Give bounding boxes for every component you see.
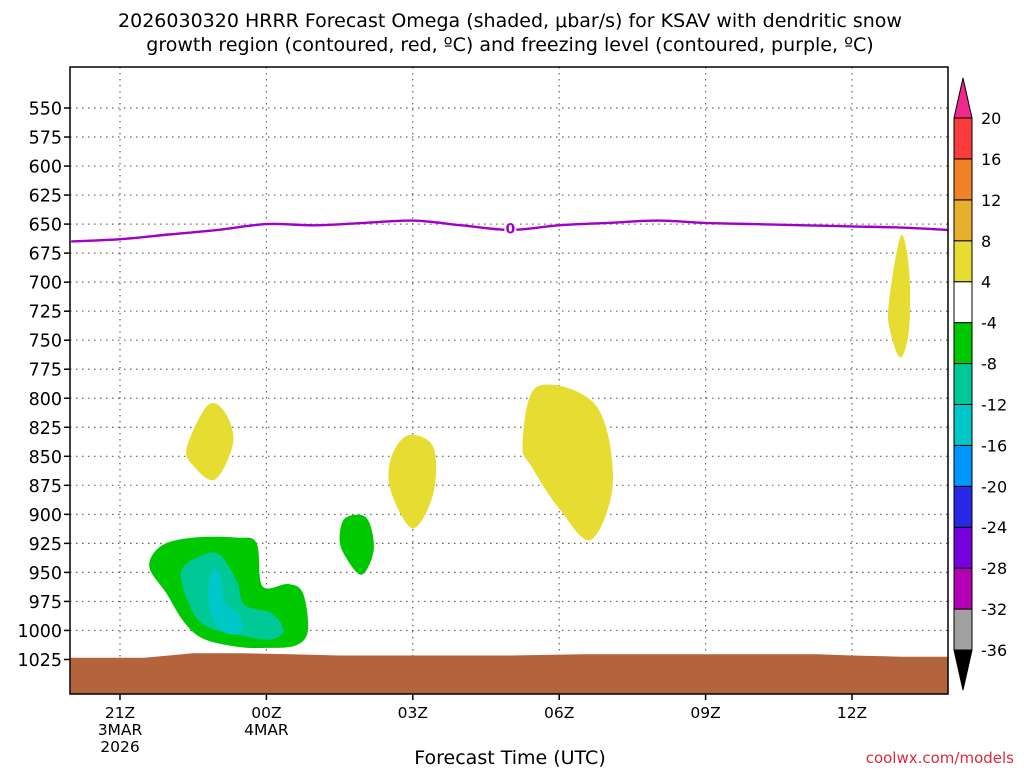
x-tick-label: 00Z — [251, 704, 281, 722]
colorbar-label: -4 — [981, 314, 997, 333]
ground-surface — [70, 653, 949, 695]
y-tick-label: 950 — [29, 564, 62, 584]
x-tick-label: 06Z — [544, 704, 574, 722]
colorbar-segment — [953, 444, 973, 487]
colorbar-label: 16 — [981, 150, 1001, 169]
y-tick-label: 575 — [29, 129, 62, 149]
y-tick-label: 650 — [29, 216, 62, 236]
x-tick-label: 12Z — [837, 704, 867, 722]
grid-layer — [70, 67, 948, 694]
colorbar-segment — [953, 363, 973, 405]
colorbar-label: -24 — [981, 518, 1007, 537]
colorbar-label: 20 — [981, 109, 1001, 128]
chart-title-line1: 2026030320 HRRR Forecast Omega (shaded, … — [118, 10, 902, 32]
yellow-region-1 — [186, 402, 234, 481]
y-tick-label: 600 — [29, 158, 62, 178]
y-tick-label: 700 — [29, 274, 62, 294]
colorbar-segment — [953, 199, 973, 242]
y-tick-label: 750 — [29, 332, 62, 352]
yellow-region-2 — [388, 434, 437, 529]
x-tick-label: 21Z — [105, 704, 135, 722]
colorbar-over-triangle — [953, 77, 973, 119]
colorbar-segment — [953, 403, 973, 446]
y-tick-label: 675 — [29, 245, 62, 265]
x-tick-label: 09Z — [690, 704, 720, 722]
plot-frame — [69, 66, 949, 695]
y-tick-label: 850 — [29, 448, 62, 468]
colorbar-segment — [953, 526, 973, 569]
y-tick-label: 775 — [29, 361, 62, 381]
yellow-region-4 — [888, 234, 911, 358]
y-axis: 550 575 600 625 650 675 700 725 750 775 800 825 850 8… — [17, 100, 70, 671]
y-tick-label: 550 — [29, 100, 62, 120]
colorbar-under-triangle — [953, 649, 973, 691]
x-tick-label: 4MAR — [244, 721, 289, 739]
teal-region-1 — [180, 552, 284, 640]
y-tick-label: 925 — [29, 535, 62, 555]
y-tick-label: 875 — [29, 477, 62, 497]
colorbar-segment — [953, 117, 973, 160]
x-axis-title: Forecast Time (UTC) — [414, 747, 605, 768]
yellow-region-3 — [522, 384, 613, 541]
colorbar-label: 8 — [981, 232, 991, 251]
colorbar-segment — [953, 158, 973, 201]
y-tick-label: 625 — [29, 187, 62, 207]
colorbar-label: -32 — [981, 600, 1007, 619]
chart-title-line2: growth region (contoured, red, ºC) and f… — [146, 34, 873, 56]
colorbar-segment — [953, 281, 973, 324]
colorbar: 20 16 12 8 4 -4 -8 -12 -16 -20 -24 -28 -32 -36 — [953, 77, 1007, 691]
colorbar-segment — [953, 240, 973, 283]
y-tick-label: 800 — [29, 390, 62, 410]
x-tick-label: 03Z — [398, 704, 428, 722]
x-tick-label: 2026 — [100, 738, 139, 756]
colorbar-label: 12 — [981, 191, 1001, 210]
y-tick-label: 900 — [29, 506, 62, 526]
y-tick-label: 975 — [29, 593, 62, 613]
freezing-level-layer: 0 — [71, 219, 949, 243]
credit-text: coolwx.com/models — [866, 749, 1014, 767]
y-tick-label: 825 — [29, 419, 62, 439]
colorbar-label: -28 — [981, 559, 1007, 578]
freezing-level-label: 0 — [506, 222, 516, 238]
omega-shading-layer — [149, 234, 911, 649]
y-tick-label: 725 — [29, 303, 62, 323]
green-region-2 — [339, 514, 374, 575]
y-tick-label: 1000 — [17, 622, 62, 642]
colorbar-label: -8 — [981, 355, 997, 374]
colorbar-segment — [953, 322, 973, 365]
y-tick-label: 1025 — [17, 651, 62, 671]
x-tick-label: 3MAR — [98, 721, 143, 739]
freezing-level-label-bg — [504, 219, 517, 235]
colorbar-label: 4 — [981, 273, 991, 292]
colorbar-label: -36 — [981, 641, 1007, 660]
colorbar-segment — [953, 567, 973, 610]
colorbar-label: -16 — [981, 436, 1007, 455]
cyan-region-1 — [207, 568, 244, 635]
colorbar-label: -12 — [981, 395, 1007, 414]
colorbar-label: -20 — [981, 477, 1007, 496]
colorbar-segment — [953, 608, 973, 651]
colorbar-segment — [953, 485, 973, 528]
ground-layer — [70, 653, 949, 695]
